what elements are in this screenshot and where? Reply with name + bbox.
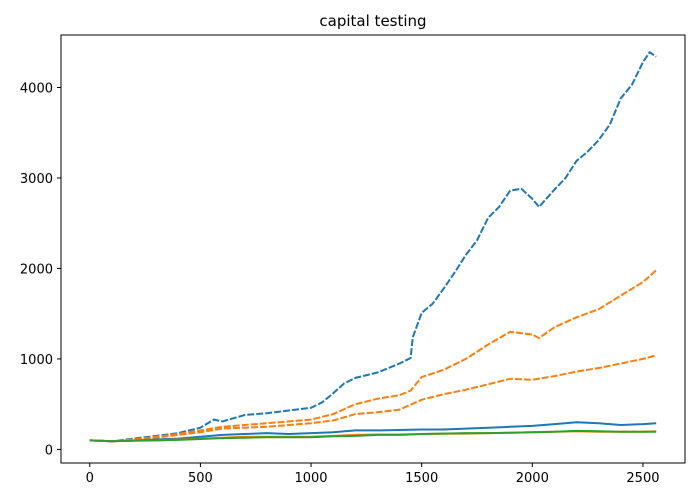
y-tick-label: 0 [45,443,53,458]
series-line-1 [89,51,657,443]
series-line-2 [89,269,657,443]
series-line-4 [89,421,657,443]
series-layer [89,51,657,443]
x-tick-label: 1500 [405,471,438,486]
series-line-6 [89,429,657,443]
y-tick-label: 4000 [20,81,53,96]
series-line-3 [89,354,657,443]
x-tick-label: 2000 [516,471,549,486]
x-tick-label: 0 [86,471,94,486]
y-tick-label: 2000 [20,262,53,277]
y-tick-label: 3000 [20,172,53,187]
y-tick-label: 1000 [20,353,53,368]
x-tick-label: 2500 [626,471,659,486]
x-tick-label: 1000 [294,471,327,486]
ticks-layer: 0 500 1000 1500 2000 2500 0 1000 2000 3000 4000 [20,81,660,486]
x-tick-label: 500 [188,471,213,486]
plot-frame [60,34,686,464]
chart-title: capital testing [319,12,426,30]
